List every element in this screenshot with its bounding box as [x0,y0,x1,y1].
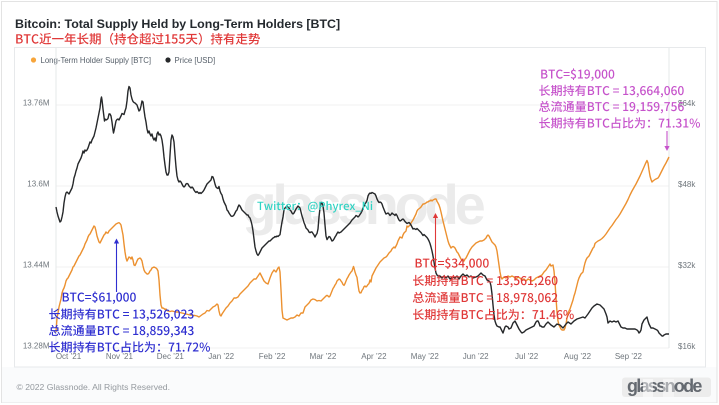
svg-text:Jun ’22: Jun ’22 [463,352,489,361]
svg-text:© 2022 Glassnode. All Rights R: © 2022 Glassnode. All Rights Reserved. [17,382,170,392]
svg-text:Aug ’22: Aug ’22 [564,352,592,361]
svg-text:13.6M: 13.6M [27,180,50,189]
svg-text:Long-Term Holder Supply [BTC]: Long-Term Holder Supply [BTC] [41,56,152,65]
svg-text:Oct ’21: Oct ’21 [56,352,82,361]
svg-text:13.28M: 13.28M [23,342,50,351]
svg-text:Dec ’21: Dec ’21 [157,352,185,361]
svg-text:Feb ’22: Feb ’22 [259,352,286,361]
svg-text:Nov ’21: Nov ’21 [106,352,134,361]
svg-text:$16k: $16k [678,342,696,351]
svg-text:Sep ’22: Sep ’22 [615,352,643,361]
svg-text:Jan ’22: Jan ’22 [208,352,234,361]
svg-text:Apr ’22: Apr ’22 [361,352,387,361]
svg-text:$48k: $48k [678,180,696,189]
svg-text:$64k: $64k [678,99,696,108]
svg-text:13.76M: 13.76M [23,99,50,108]
svg-text:Jul ’22: Jul ’22 [515,352,539,361]
svg-text:Bitcoin: Total Supply Held by: Bitcoin: Total Supply Held by Long-Term … [15,17,340,31]
svg-text:$32k: $32k [678,261,696,270]
svg-text:Price [USD]: Price [USD] [175,56,216,65]
svg-text:May ’22: May ’22 [411,352,440,361]
svg-text:Mar ’22: Mar ’22 [310,352,337,361]
svg-text:13.44M: 13.44M [23,261,50,270]
